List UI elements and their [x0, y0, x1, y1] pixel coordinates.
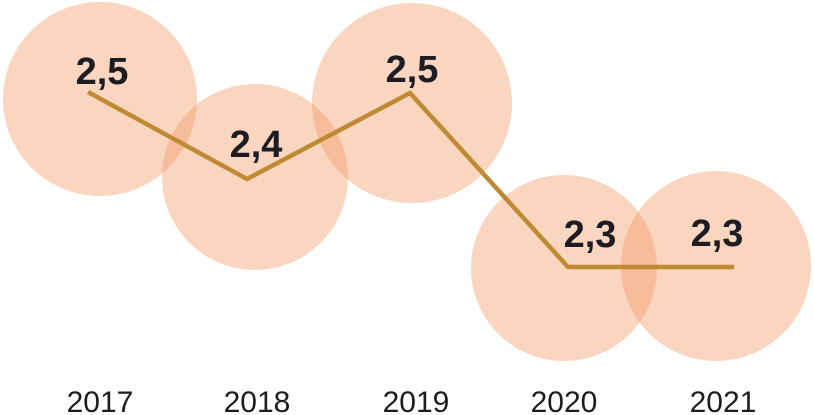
- year-label-2017: 2017: [67, 386, 134, 415]
- year-label-2019: 2019: [383, 386, 450, 415]
- year-label-2018: 2018: [224, 386, 291, 415]
- value-label-2020: 2,3: [564, 214, 617, 256]
- value-label-2018: 2,4: [230, 124, 283, 166]
- trend-line: [86, 90, 734, 270]
- bubble-marker-2020: [471, 175, 657, 361]
- year-label-2021: 2021: [690, 386, 757, 415]
- year-label-2020: 2020: [531, 386, 598, 415]
- value-label-2019: 2,5: [386, 49, 439, 91]
- value-label-2021: 2,3: [691, 213, 744, 255]
- value-label-2017: 2,5: [76, 51, 129, 93]
